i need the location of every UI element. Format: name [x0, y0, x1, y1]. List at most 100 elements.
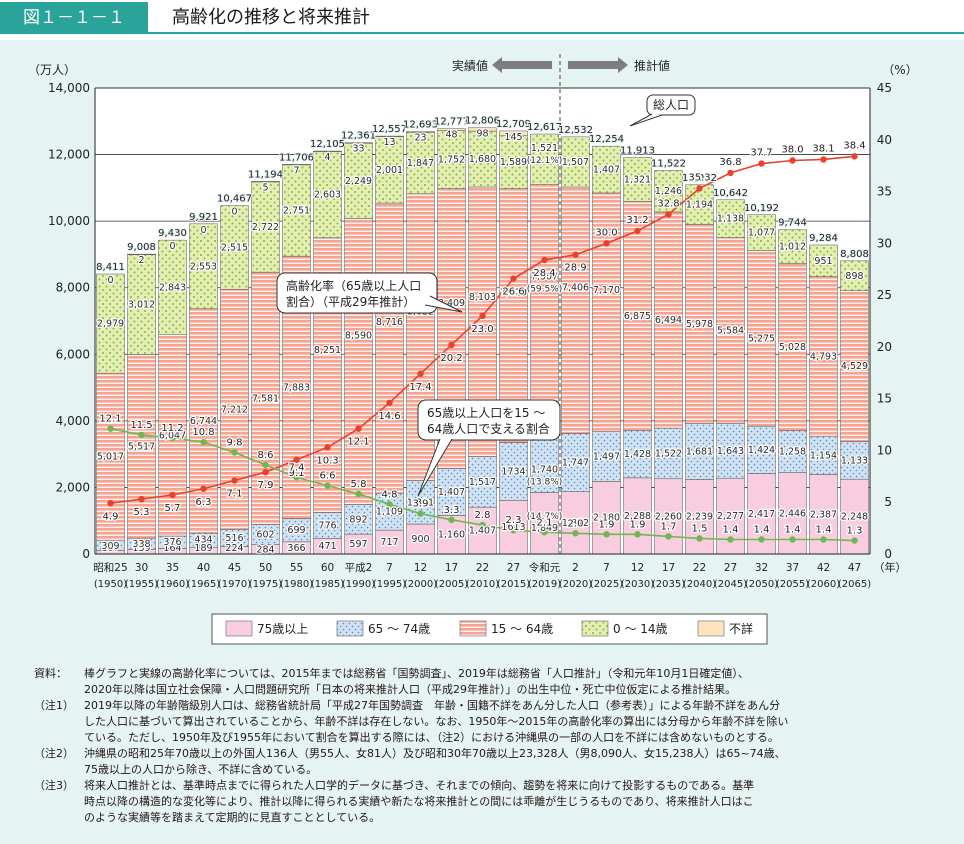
bar-segment: [499, 130, 528, 137]
segment-value-label: 13: [383, 137, 395, 148]
x-year-label: (2025): [590, 579, 623, 590]
segment-value-label: 471: [318, 541, 336, 552]
support-ratio-point: [200, 438, 207, 446]
aging-rate-point: [231, 477, 238, 484]
segment-value-label: 1,109: [376, 507, 403, 518]
bar-segment: [127, 253, 156, 256]
x-tick-label: 平成2: [345, 562, 373, 574]
y-right-tick-label: 45: [877, 81, 892, 95]
bar-segment: [809, 244, 838, 277]
notes-section: 資料： 棒グラフと実線の高齢化率については、2015年までは総務省「国勢調査」、2…: [0, 662, 964, 844]
rate-lines: [107, 153, 858, 544]
support-ratio-label: 11.5: [130, 420, 152, 431]
aging-rate-label: 28.9: [564, 263, 586, 274]
legend-box: [211, 613, 768, 645]
segment-value-label: 4,529: [841, 361, 868, 372]
aging-rate-label: 17.4: [409, 382, 431, 393]
x-tick-label: 昭和25: [93, 562, 127, 574]
segment-value-label: 1,428: [624, 449, 651, 460]
segment-value-label: 7,170: [593, 285, 620, 296]
total-label: 12,709: [496, 119, 531, 130]
segment-value-label: 4: [324, 152, 330, 163]
actual-label: 実績値: [452, 58, 488, 73]
support-ratio-label: 2.3: [506, 515, 522, 526]
x-tick-label: 50: [259, 562, 272, 574]
aging-rate-point: [572, 251, 579, 258]
support-ratio-point: [355, 490, 362, 498]
support-ratio-point: [727, 536, 734, 543]
bar-stack-23: [809, 244, 838, 555]
segment-value-label: 366: [287, 543, 305, 554]
legend-entry: 不詳: [729, 621, 753, 636]
segment-value-label: 338: [132, 539, 150, 550]
segment-value-label: 0: [107, 275, 113, 286]
total-population-callout: [646, 94, 696, 116]
aging-rate-point: [293, 456, 300, 463]
segment-value-label: 776: [318, 520, 336, 531]
segment-value-label: (13.8%): [527, 477, 563, 487]
segment-value-label: 2,277: [717, 511, 744, 522]
aging-rate-label: 28.4: [533, 268, 555, 279]
x-tick-label: 27: [507, 562, 520, 574]
segment-value-label: 1,680: [469, 154, 496, 165]
segment-value-label: 1,133: [841, 455, 868, 466]
segment-value-label: 1,847: [407, 158, 434, 169]
bar-segment: [220, 205, 249, 290]
aging-rate-point: [758, 160, 765, 167]
bar-segment: [127, 253, 156, 355]
segment-value-label: 2,260: [655, 511, 682, 522]
support-ratio-label: 12.1: [99, 414, 121, 425]
x-year-label: (2019): [528, 579, 561, 590]
segment-value-label: 898: [845, 271, 863, 282]
x-year-label: (1990): [342, 579, 375, 590]
bar-segment: [840, 260, 869, 291]
bar-segment: [468, 127, 497, 132]
bar-segment: [375, 135, 404, 137]
x-year-label: (1955): [125, 579, 158, 590]
projected-label: 推計値: [634, 58, 670, 73]
aging-rate-label: 23.0: [471, 324, 493, 335]
y-right-tick-label: 0: [884, 547, 892, 561]
total-label: 12,617: [527, 122, 562, 133]
x-tick-label: 22: [693, 562, 706, 574]
legend-swatch: [581, 620, 609, 637]
bar-segment: [530, 434, 559, 493]
segment-value-label: 7,406: [562, 283, 589, 294]
legend-swatch: [697, 620, 725, 637]
bar-segment: [654, 170, 683, 213]
segment-value-label: 1,424: [748, 445, 775, 456]
bar-segment: [344, 218, 373, 505]
aging-rate-label: 10.3: [316, 455, 338, 466]
y-left-tick-label: 12,000: [48, 148, 90, 162]
segment-value-label: (14.7%): [527, 512, 563, 522]
bar-stack-22: [778, 229, 807, 555]
x-year-label: (2060): [807, 579, 840, 590]
bar-segment: [189, 223, 218, 310]
bar-segment: [313, 150, 342, 239]
bar-stack-9: [375, 135, 404, 555]
bar-segment: [530, 492, 559, 555]
segment-value-label: 1,258: [779, 447, 806, 458]
segment-value-label: 7,212: [221, 404, 248, 415]
segment-value-label: 7: [293, 165, 299, 176]
segment-value-label: 8,590: [345, 331, 372, 342]
header-rule: [148, 32, 964, 34]
aging-rate-label: 38.4: [843, 140, 865, 151]
x-tick-label: 12: [414, 562, 427, 574]
x-tick-label: 47: [848, 562, 861, 574]
total-label: 10,642: [713, 188, 748, 199]
bar-segment: [251, 271, 280, 525]
figure-number: 図１－１－１: [0, 2, 148, 34]
support-ratio-point: [293, 474, 300, 481]
aging-rate-label: 37.7: [750, 148, 772, 159]
bar-segment: [313, 512, 342, 539]
segment-value-label: 717: [380, 537, 398, 548]
aging-rate-point: [479, 312, 486, 320]
note-head: （注3）: [34, 779, 74, 792]
legend-entry: 65 ～ 74歳: [368, 622, 430, 636]
support-ratio-point: [386, 501, 393, 508]
y-left-tick-label: 8,000: [56, 281, 90, 295]
total-label: 8,808: [840, 249, 869, 260]
segment-value-label: 164: [163, 543, 181, 554]
